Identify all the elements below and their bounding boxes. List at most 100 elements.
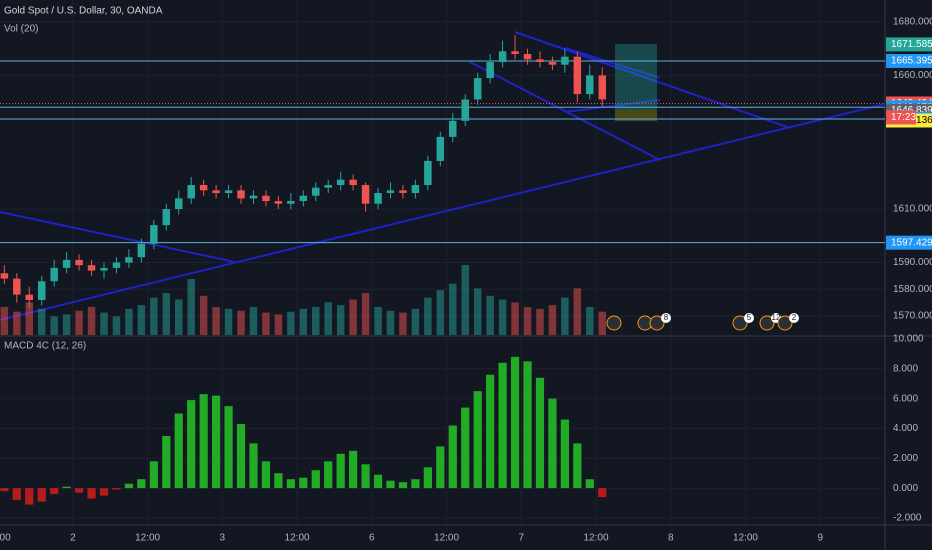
volume-bar bbox=[399, 312, 407, 335]
event-icon[interactable] bbox=[732, 315, 748, 331]
candle-body bbox=[498, 51, 507, 63]
macd-bar bbox=[187, 400, 196, 489]
y-tick-label: 1610.000 bbox=[893, 204, 932, 215]
candle-body bbox=[573, 56, 582, 95]
volume-bar bbox=[424, 297, 432, 335]
event-icon[interactable] bbox=[759, 315, 775, 331]
volume-bar bbox=[175, 299, 183, 335]
volume-bar bbox=[162, 293, 171, 335]
volume-bar bbox=[199, 295, 208, 335]
event-badge: 5 bbox=[747, 313, 752, 322]
macd-bar bbox=[523, 361, 532, 489]
candle-body bbox=[473, 78, 482, 100]
trend-line bbox=[514, 31, 791, 129]
macd-bar bbox=[112, 488, 121, 490]
candle-body bbox=[224, 190, 233, 194]
y2-tick-label: 6.000 bbox=[893, 393, 918, 404]
x-tick-label: 9 bbox=[817, 533, 823, 544]
event-icon[interactable] bbox=[606, 315, 622, 331]
x-tick-label: 7 bbox=[519, 533, 525, 544]
trend-line bbox=[564, 99, 661, 113]
y2-tick-label: 0.000 bbox=[893, 483, 918, 494]
macd-bar bbox=[137, 479, 146, 489]
candle-body bbox=[324, 185, 332, 188]
macd-title: MACD 4C (12, 26) bbox=[4, 341, 86, 352]
candle-body bbox=[50, 267, 58, 282]
macd-bar bbox=[411, 479, 420, 489]
volume-bar bbox=[449, 283, 457, 335]
macd-bar bbox=[162, 435, 171, 489]
volume-bar bbox=[125, 308, 133, 335]
event-badge-bg bbox=[789, 313, 799, 323]
volume-bar bbox=[461, 265, 469, 335]
candle-body bbox=[100, 267, 108, 271]
y-tick-label: 1680.000 bbox=[893, 17, 932, 28]
volume-bar bbox=[287, 311, 295, 335]
event-badge: 2 bbox=[792, 313, 797, 322]
candle-body bbox=[237, 190, 245, 199]
macd-bar bbox=[311, 470, 320, 489]
candle-body bbox=[511, 51, 519, 55]
volume-bar bbox=[224, 308, 233, 335]
candle-body bbox=[586, 75, 594, 95]
x-tick-label: 12:00 bbox=[733, 533, 758, 544]
candle-body bbox=[386, 190, 395, 194]
volume-bar bbox=[75, 310, 83, 335]
y-tick-label: 1580.000 bbox=[893, 284, 932, 295]
volume-bar bbox=[411, 308, 420, 335]
grid bbox=[0, 0, 885, 525]
y2-tick-label: 8.000 bbox=[893, 363, 918, 374]
macd-bar bbox=[299, 477, 308, 489]
volume-bar bbox=[13, 311, 21, 335]
volume-bar bbox=[25, 302, 34, 335]
x-tick-label: 12:00 bbox=[135, 533, 160, 544]
macd-bar bbox=[12, 488, 21, 501]
event-icon[interactable] bbox=[777, 315, 793, 331]
volume-bar bbox=[598, 311, 606, 335]
macd-bar bbox=[224, 406, 233, 489]
macd-bar bbox=[236, 423, 246, 489]
volume-bar bbox=[262, 312, 270, 335]
event-badge-bg bbox=[744, 313, 754, 323]
candle-body bbox=[598, 75, 606, 100]
y2-tick-label: 10.000 bbox=[893, 334, 924, 345]
x-tick-label: 12:00 bbox=[434, 533, 459, 544]
volume-bar bbox=[100, 312, 108, 335]
volume-bar bbox=[237, 310, 245, 335]
x-tick-label: 2 bbox=[70, 533, 76, 544]
trend-line bbox=[0, 103, 886, 321]
event-icons bbox=[606, 315, 653, 331]
volume-bar bbox=[361, 293, 370, 335]
macd-bar bbox=[62, 486, 71, 489]
volume-bar bbox=[212, 307, 220, 335]
price-label: 1597.429 bbox=[891, 237, 932, 248]
macd-bar bbox=[286, 479, 295, 489]
volume-bar bbox=[436, 290, 445, 335]
x-tick-label: 12:00 bbox=[0, 533, 11, 544]
x-tick-label: 12:00 bbox=[285, 533, 310, 544]
macd-bar bbox=[373, 474, 383, 489]
candle-body bbox=[361, 185, 370, 204]
macd-bar bbox=[174, 413, 183, 489]
candle-body bbox=[13, 278, 21, 295]
y2-tick-label: 2.000 bbox=[893, 453, 918, 464]
candle-body bbox=[274, 201, 283, 204]
volume-bar bbox=[586, 307, 594, 335]
volume-bar bbox=[336, 305, 345, 335]
macd-bar bbox=[249, 443, 258, 489]
y-tick-label: 1660.000 bbox=[893, 70, 932, 81]
price-label-bg bbox=[886, 53, 932, 68]
volume-bar bbox=[150, 297, 158, 335]
macd-bar bbox=[149, 461, 158, 489]
candle-body bbox=[150, 225, 158, 244]
candle-body bbox=[87, 265, 96, 271]
price-label-bg bbox=[886, 37, 932, 52]
macd-bar bbox=[124, 483, 134, 489]
macd-bar bbox=[448, 425, 457, 489]
candle-body bbox=[162, 209, 171, 226]
candle-body bbox=[175, 198, 183, 210]
candle-body bbox=[336, 179, 345, 186]
volume-bar bbox=[548, 305, 557, 335]
x-tick-label: 12:00 bbox=[584, 533, 609, 544]
event-icon[interactable] bbox=[649, 315, 665, 331]
